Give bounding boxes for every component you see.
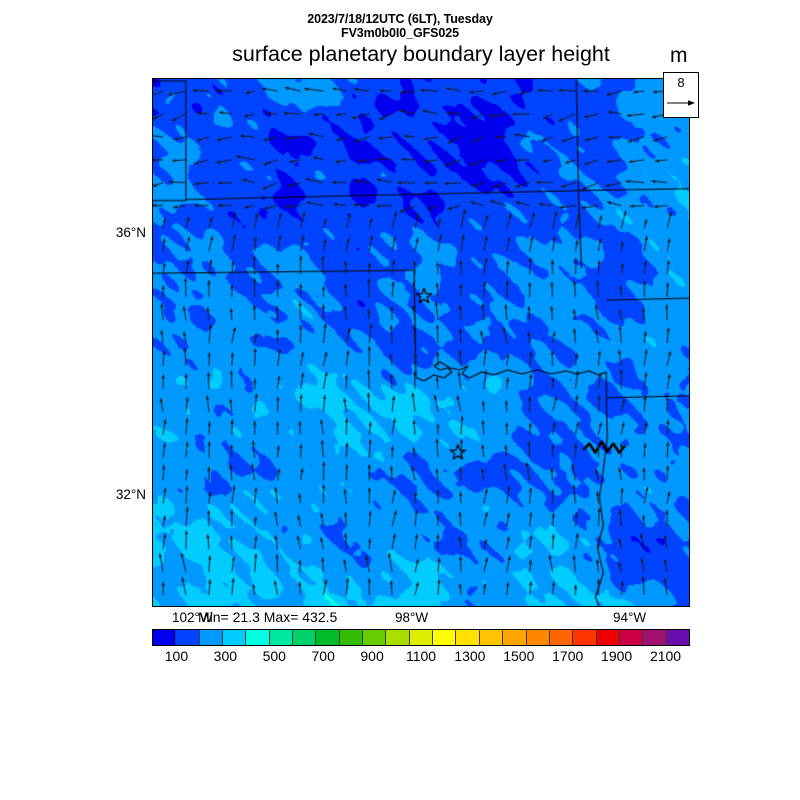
units-label: m (670, 44, 688, 67)
colorbar-cell-3 (223, 630, 247, 645)
colorbar-tick-1100: 1100 (405, 648, 437, 664)
colorbar-cell-19 (596, 630, 620, 645)
colorbar-tick-labels: 100 300 500 700 900 1100 1300 1500 1700 1900 2100 (152, 648, 690, 666)
latitude-axis: 36°N 32°N (80, 78, 146, 607)
colorbar-cell-2 (199, 630, 224, 645)
colorbar-cell-16 (526, 630, 550, 645)
colorbar-cell-15 (503, 630, 527, 645)
colorbar-cell-21 (643, 630, 667, 645)
colorbar-cell-7 (316, 630, 340, 645)
colorbar-cell-0 (153, 630, 177, 645)
lon-tick-label-98: 98°W (395, 610, 429, 625)
colorbar-tick-900: 900 (360, 648, 384, 664)
colorbar-tick-1900: 1900 (601, 648, 633, 664)
colorbar-cell-20 (619, 630, 644, 645)
colorbar-tick-500: 500 (262, 648, 286, 664)
colorbar-cell-11 (409, 630, 434, 645)
colorbar-cell-6 (293, 630, 317, 645)
colorbar-cell-4 (246, 630, 270, 645)
colorbar-cell-8 (339, 630, 364, 645)
map-plot-area[interactable] (152, 78, 690, 607)
colorbar-tick-300: 300 (213, 648, 238, 664)
colorbar-cell-5 (269, 630, 294, 645)
colorbar[interactable] (152, 629, 690, 646)
colorbar-tick-100: 100 (164, 648, 189, 664)
colorbar-cell-17 (549, 630, 574, 645)
colorbar-cell-1 (176, 630, 200, 645)
reference-vector-value: 8 (677, 75, 685, 90)
colorbar-tick-1700: 1700 (552, 648, 584, 664)
right-arrow-icon (667, 100, 695, 106)
colorbar-cell-14 (479, 630, 504, 645)
page-title: surface planetary boundary layer height (232, 42, 610, 66)
colorbar-cell-13 (456, 630, 480, 645)
longitude-axis: 102°W 98°W 94°W (0, 610, 800, 628)
min-max-readout: Min= 21.3 Max= 432.5 (198, 609, 338, 625)
colorbar-tick-1500: 1500 (503, 648, 535, 664)
colorbar-cell-22 (666, 630, 689, 645)
colorbar-cell-12 (433, 630, 457, 645)
colorbar-tick-1300: 1300 (454, 648, 486, 664)
colorbar-cell-18 (573, 630, 597, 645)
lon-tick-label-94: 94°W (613, 610, 647, 625)
lat-tick-label-36: 36°N (115, 225, 146, 240)
wind-vector-overlay (153, 79, 689, 606)
colorbar-cell-10 (386, 630, 410, 645)
title-block: 2023/7/18/12UTC (6LT), Tuesday FV3m0b0I0… (0, 12, 800, 40)
colorbar-cell-9 (363, 630, 387, 645)
colorbar-tick-2100: 2100 (649, 648, 682, 664)
reference-vector-legend: 8 (663, 72, 699, 118)
colorbar-tick-700: 700 (311, 648, 335, 664)
lon-tick-label-102: 102°W (172, 610, 213, 625)
title-model-id: FV3m0b0I0_GFS025 (341, 26, 459, 40)
colorbar-cells (152, 629, 690, 646)
title-datetime: 2023/7/18/12UTC (6LT), Tuesday (307, 12, 493, 26)
lat-tick-label-32: 32°N (115, 487, 146, 502)
